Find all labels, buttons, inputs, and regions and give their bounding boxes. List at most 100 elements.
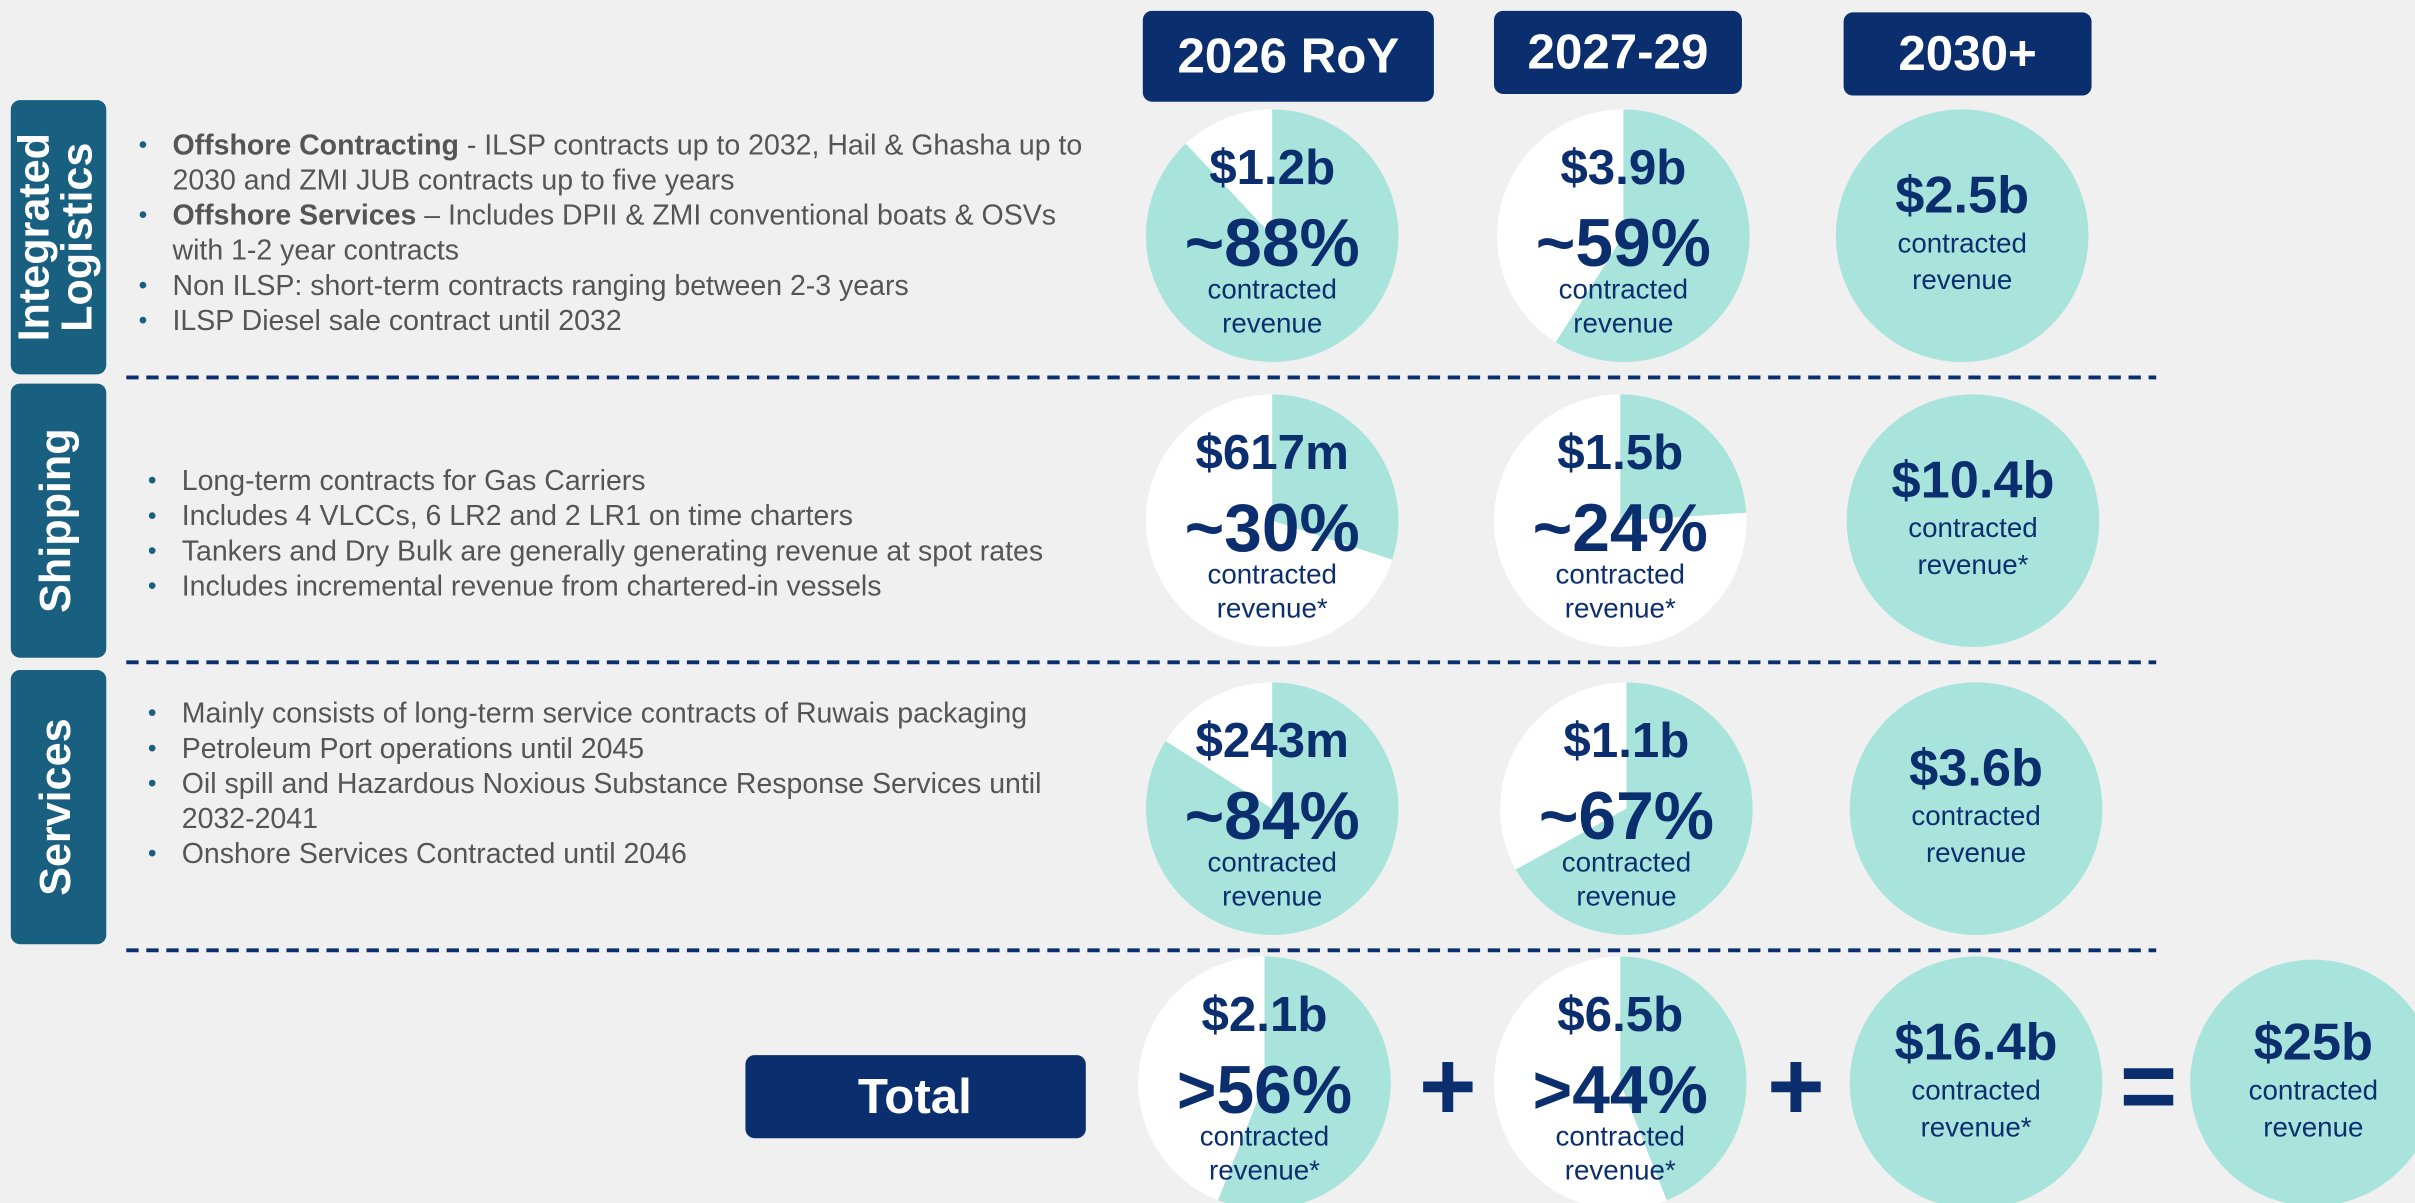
note: contracted <box>1911 1074 2040 1105</box>
amount: $1.1b <box>1563 713 1689 768</box>
note: contracted <box>1908 512 2037 543</box>
bullet-dot: • <box>139 202 148 229</box>
note: revenue <box>1926 837 2026 868</box>
amount: $243m <box>1195 713 1348 768</box>
bullet-dot: • <box>139 272 148 299</box>
bullet-text: Includes incremental revenue from charte… <box>182 570 882 602</box>
amount: $3.6b <box>1909 740 2043 798</box>
note: revenue <box>1573 307 1673 338</box>
operator: + <box>1419 1031 1477 1141</box>
header-label: 2030+ <box>1898 26 2036 81</box>
amount: $6.5b <box>1557 987 1683 1042</box>
amount: $617m <box>1195 425 1348 480</box>
bullet-line: 2032-2041 <box>182 803 318 835</box>
bullet-text: Non ILSP: short-term contracts ranging b… <box>173 269 909 301</box>
bullet-line: 2030 and ZMI JUB contracts up to five ye… <box>173 164 735 196</box>
bullet-line: Tankers and Dry Bulk are generally gener… <box>182 535 1043 567</box>
bullet-dot: • <box>148 538 157 565</box>
note: revenue* <box>1921 1111 2032 1142</box>
header-box <box>1493 10 1742 95</box>
bullet-dot: • <box>148 841 157 868</box>
note: contracted <box>1559 273 1688 304</box>
amount: $3.9b <box>1560 140 1686 195</box>
pie-wedge <box>1217 956 1391 1203</box>
amount: $2.1b <box>1201 987 1327 1042</box>
note: revenue* <box>1217 592 1328 623</box>
bullet-line: Long-term contracts for Gas Carriers <box>182 465 646 497</box>
bullet-line: Includes 4 VLCCs, 6 LR2 and 2 LR1 on tim… <box>182 500 853 532</box>
pct-label: >56% <box>1177 1053 1352 1128</box>
pie-wedge <box>1145 109 1399 363</box>
pie-bg <box>1846 394 2100 647</box>
amount: $10.4b <box>1891 452 2054 510</box>
note: revenue <box>1222 880 1322 911</box>
note: contracted <box>1207 273 1336 304</box>
note: revenue* <box>1565 592 1676 623</box>
pie-wedge <box>1620 394 1747 521</box>
pct-label: >44% <box>1533 1053 1708 1128</box>
operator: + <box>1767 1031 1825 1141</box>
amount: $1.2b <box>1209 140 1335 195</box>
bullet-dot: • <box>139 307 148 334</box>
note: contracted <box>1562 846 1691 877</box>
bullet-line: Onshore Services Contracted until 2046 <box>182 838 687 870</box>
pie-wedge <box>1515 682 1753 935</box>
side-tab <box>10 100 107 375</box>
pie-wedge <box>1145 682 1399 935</box>
note: contracted <box>1897 227 2026 258</box>
bullet-text: Long-term contracts for Gas Carriers <box>182 465 646 497</box>
total-box <box>745 1055 1086 1139</box>
bullet-dot: • <box>148 468 157 495</box>
note: revenue <box>1576 880 1676 911</box>
note: contracted <box>1556 1121 1685 1152</box>
pie-wedge <box>1620 956 1747 1201</box>
bullet-text: Mainly consists of long-term service con… <box>182 697 1027 729</box>
bullet-line: Mainly consists of long-term service con… <box>182 697 1027 729</box>
note: revenue <box>1222 307 1322 338</box>
bullet-text: Offshore Services – Includes DPII & ZMI … <box>173 199 1056 231</box>
note: contracted <box>1911 800 2040 831</box>
side-tab <box>10 670 107 945</box>
amount: $2.5b <box>1895 167 2029 225</box>
bullet-text: Petroleum Port operations until 2045 <box>182 732 644 764</box>
operator: = <box>2120 1031 2178 1141</box>
pie-bg <box>1835 109 2089 363</box>
side-label: Services <box>32 718 80 895</box>
bullet-text: Offshore Contracting - ILSP contracts up… <box>173 129 1083 161</box>
pct-label: ~67% <box>1539 779 1714 854</box>
bullet-text: ILSP Diesel sale contract until 2032 <box>173 304 622 336</box>
note: revenue <box>2263 1111 2363 1142</box>
note: contracted <box>2249 1074 2378 1105</box>
bullet-text: 2030 and ZMI JUB contracts up to five ye… <box>173 164 735 196</box>
bullet-line: ILSP Diesel sale contract until 2032 <box>173 304 622 336</box>
side-label: Shipping <box>32 428 80 612</box>
bullet-text: 2032-2041 <box>182 803 318 835</box>
note: contracted <box>1207 846 1336 877</box>
note: contracted <box>1207 558 1336 589</box>
header-box <box>1843 12 2092 96</box>
bullet-bold: Offshore Services <box>173 199 417 231</box>
bullet-text: Oil spill and Hazardous Noxious Substanc… <box>182 767 1042 799</box>
bullet-line: Non ILSP: short-term contracts ranging b… <box>173 269 909 301</box>
pct-label: ~88% <box>1185 206 1360 281</box>
bullet-line: Includes incremental revenue from charte… <box>182 570 882 602</box>
pie-bg <box>2190 959 2415 1203</box>
bullet-text: Tankers and Dry Bulk are generally gener… <box>182 535 1043 567</box>
bullet-dot: • <box>139 132 148 159</box>
pct-label: ~30% <box>1185 491 1360 566</box>
bullet-dot: • <box>148 735 157 762</box>
bullet-bold: Offshore Contracting <box>173 129 459 161</box>
note: revenue* <box>1209 1154 1320 1185</box>
amount: $16.4b <box>1895 1014 2058 1072</box>
amount: $25b <box>2254 1014 2373 1072</box>
header-box <box>1142 10 1434 102</box>
pct-label: ~59% <box>1536 206 1711 281</box>
header-label: 2027-29 <box>1528 25 1709 80</box>
side-tab <box>10 383 107 658</box>
bullet-line: – Includes DPII & ZMI conventional boats… <box>416 199 1056 231</box>
bullet-text: Onshore Services Contracted until 2046 <box>182 838 687 870</box>
note: contracted <box>1200 1121 1329 1152</box>
pct-label: ~84% <box>1185 779 1360 854</box>
bullet-dot: • <box>148 700 157 727</box>
